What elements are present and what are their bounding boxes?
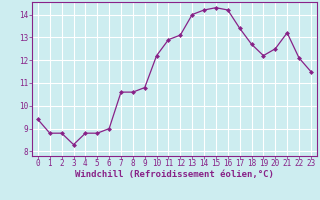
X-axis label: Windchill (Refroidissement éolien,°C): Windchill (Refroidissement éolien,°C) xyxy=(75,170,274,179)
